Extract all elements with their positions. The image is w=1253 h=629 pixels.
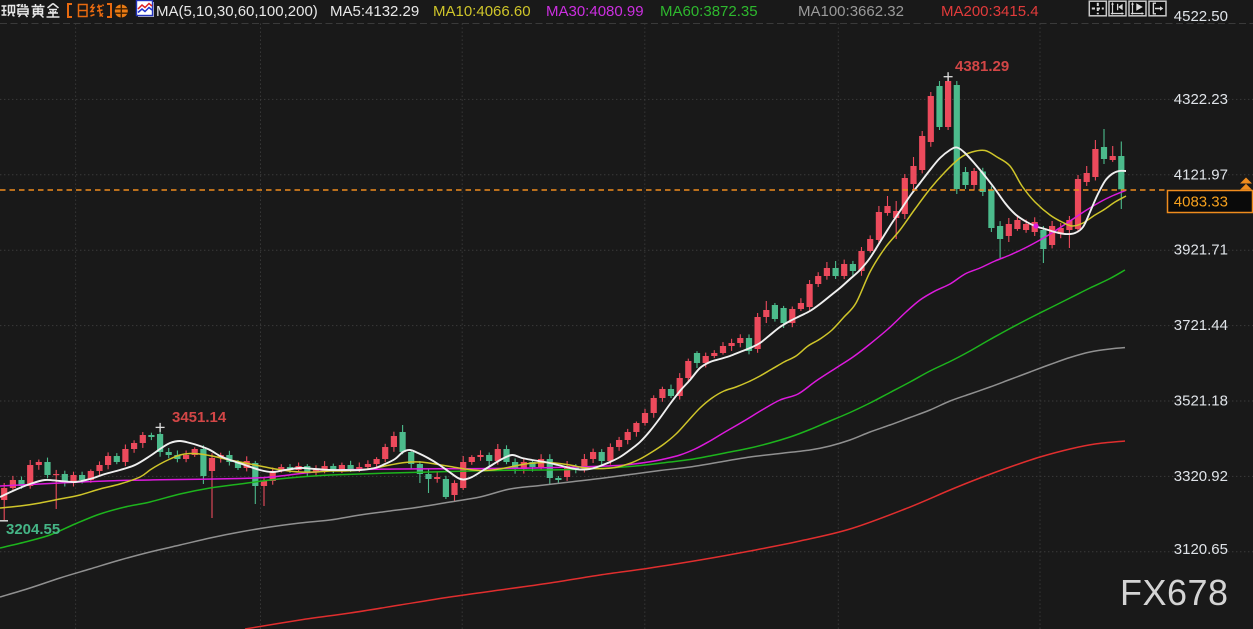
svg-text:MA5:4132.29: MA5:4132.29 (330, 3, 419, 20)
svg-text:3320.92: 3320.92 (1174, 468, 1228, 485)
svg-text:3120.65: 3120.65 (1174, 541, 1228, 558)
svg-text:3204.55: 3204.55 (6, 521, 60, 538)
svg-text:MA100:3662.32: MA100:3662.32 (798, 3, 904, 20)
svg-text:4322.23: 4322.23 (1174, 91, 1228, 108)
svg-text:MA200:3415.4: MA200:3415.4 (941, 3, 1039, 20)
svg-text:MA30:4080.99: MA30:4080.99 (546, 3, 644, 20)
svg-text:4083.33: 4083.33 (1174, 194, 1228, 211)
svg-text:4381.29: 4381.29 (955, 58, 1009, 75)
svg-text:3721.44: 3721.44 (1174, 317, 1228, 334)
svg-text:4121.97: 4121.97 (1174, 166, 1228, 183)
svg-text:3921.71: 3921.71 (1174, 242, 1228, 259)
svg-text:3521.18: 3521.18 (1174, 393, 1228, 410)
svg-text:3451.14: 3451.14 (172, 409, 227, 426)
svg-text:MA(5,10,30,60,100,200): MA(5,10,30,60,100,200) (156, 3, 318, 20)
svg-text:4522.50: 4522.50 (1174, 8, 1228, 25)
svg-text:FX678: FX678 (1120, 572, 1229, 613)
svg-text:MA60:3872.35: MA60:3872.35 (660, 3, 758, 20)
svg-text:MA10:4066.60: MA10:4066.60 (433, 3, 531, 20)
